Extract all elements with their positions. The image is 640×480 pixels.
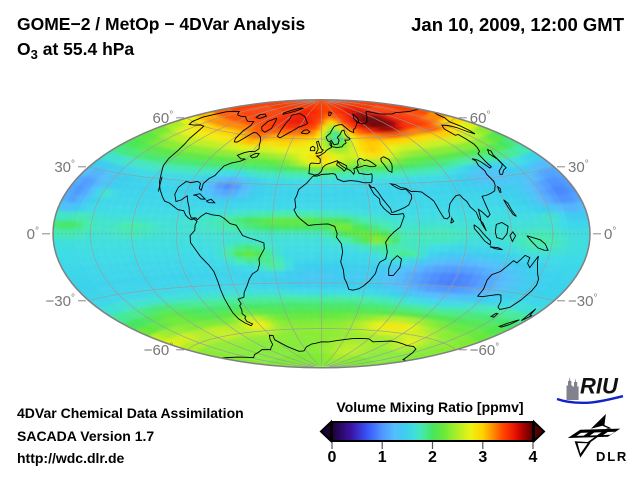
svg-text:4: 4 (529, 449, 538, 466)
svg-text:2: 2 (428, 449, 437, 466)
svg-text:−30°: −30° (568, 293, 597, 310)
svg-text:Volume Mixing Ratio [ppmv]: Volume Mixing Ratio [ppmv] (336, 399, 523, 415)
svg-text:0: 0 (328, 449, 337, 466)
svg-text:−60°: −60° (470, 342, 499, 359)
svg-text:30°: 30° (54, 159, 75, 176)
svg-text:−60°: −60° (144, 342, 173, 359)
svg-text:60°: 60° (470, 110, 491, 127)
svg-text:60°: 60° (153, 110, 174, 127)
svg-text:1: 1 (378, 449, 387, 466)
svg-text:30°: 30° (568, 159, 589, 176)
svg-text:DLR: DLR (596, 449, 628, 464)
svg-text:3: 3 (478, 449, 487, 466)
svg-text:RIU: RIU (580, 374, 619, 399)
svg-text:−30°: −30° (46, 293, 75, 310)
